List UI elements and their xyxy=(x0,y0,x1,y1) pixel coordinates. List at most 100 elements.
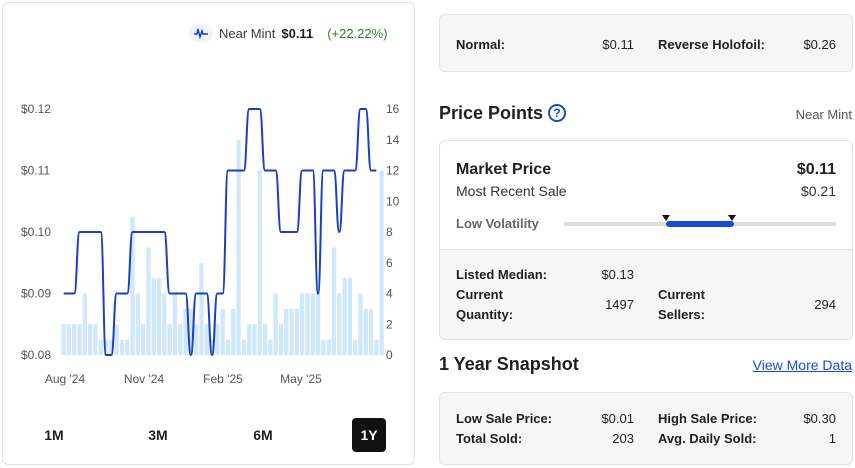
snapshot-title: 1 Year Snapshot xyxy=(439,354,579,374)
volume-bar xyxy=(262,324,268,355)
volume-bar xyxy=(103,339,109,355)
volume-bar xyxy=(321,339,326,355)
volume-bar xyxy=(109,339,114,355)
volume-bar xyxy=(178,324,183,355)
volume-bar xyxy=(315,293,321,355)
low-sale-value: $0.01 xyxy=(601,411,634,426)
volume-bar xyxy=(231,308,236,355)
volume-tick-label: 16 xyxy=(386,102,400,116)
reverse-holofoil-value: $0.26 xyxy=(803,37,836,52)
volume-bar xyxy=(98,339,103,355)
range-6m-button[interactable]: 6M xyxy=(253,427,273,443)
volume-bar xyxy=(300,293,305,355)
recent-sale-label: Most Recent Sale xyxy=(456,183,567,199)
volume-bar xyxy=(294,308,299,355)
volume-bar xyxy=(284,308,289,355)
low-sale-label: Low Sale Price: xyxy=(456,411,553,426)
volatility-label: Low Volatility xyxy=(456,216,539,231)
volume-bar xyxy=(252,324,257,355)
legend-price: $0.11 xyxy=(281,25,314,41)
current-sellers-label-line1: Current xyxy=(658,287,705,302)
divider xyxy=(440,249,852,250)
current-quantity-label-line1: Current xyxy=(456,287,503,302)
price-axis: $0.08 $0.09 $0.10 $0.11 $0.12 xyxy=(21,102,51,362)
legend-condition: Near Mint xyxy=(219,25,276,41)
volume-bar xyxy=(93,324,98,355)
help-icon[interactable]: ? xyxy=(548,104,566,122)
line-chart-icon xyxy=(189,24,213,42)
price-tick-label: $0.12 xyxy=(21,102,51,116)
price-history-chart[interactable]: $0.08$0.09$0.10$0.11$0.12 0246810121416 … xyxy=(3,3,416,413)
market-price-label: Market Price xyxy=(456,161,552,178)
volume-bar xyxy=(167,324,172,355)
price-tick-label: $0.08 xyxy=(21,348,51,362)
volume-axis: 0 2 4 6 8 10 12 14 16 xyxy=(386,102,400,362)
volume-bar xyxy=(363,308,368,355)
range-1y-button[interactable]: 1Y xyxy=(352,418,386,452)
high-sale-value: $0.30 xyxy=(803,411,836,426)
volume-bar xyxy=(114,324,119,355)
date-axis: Aug '24 Nov '24 Feb '25 May '25 xyxy=(45,372,322,386)
volume-tick-label: 2 xyxy=(386,317,393,331)
volume-bar xyxy=(72,324,77,355)
volume-bar xyxy=(194,324,199,355)
current-quantity-value: 1497 xyxy=(605,297,634,312)
avg-daily-sold-value: 1 xyxy=(828,431,836,446)
date-tick-label: Feb '25 xyxy=(203,372,243,386)
listed-median-value: $0.13 xyxy=(601,267,634,282)
volatility-low-marker xyxy=(662,215,670,221)
volume-tick-label: 8 xyxy=(386,225,393,239)
price-points-condition: Near Mint xyxy=(795,107,852,122)
volume-bar xyxy=(183,308,188,355)
avg-daily-sold-label: Avg. Daily Sold: xyxy=(658,431,757,446)
volatility-meter xyxy=(564,215,836,227)
volume-bar xyxy=(347,278,352,355)
market-price-value: $0.11 xyxy=(796,161,836,178)
current-sellers-value: 294 xyxy=(814,297,836,312)
volume-tick-label: 10 xyxy=(386,194,400,208)
volume-bar xyxy=(172,293,178,355)
volume-bar xyxy=(368,308,374,355)
volatility-range xyxy=(666,221,734,227)
volume-bar xyxy=(199,262,204,355)
volume-bar xyxy=(220,308,225,355)
volume-bar xyxy=(268,339,273,355)
volume-tick-label: 4 xyxy=(386,287,393,301)
volume-bar xyxy=(236,139,241,355)
volume-bar xyxy=(119,339,125,355)
chart-legend: Near Mint $0.11 (+22.22%) xyxy=(189,23,388,43)
volume-tick-label: 6 xyxy=(386,256,393,270)
volume-bar xyxy=(61,324,66,355)
volume-tick-label: 0 xyxy=(386,348,393,362)
price-points-title: Price Points xyxy=(439,103,544,123)
normal-value: $0.11 xyxy=(602,37,634,52)
range-3m-button[interactable]: 3M xyxy=(148,427,168,443)
price-line xyxy=(63,108,377,356)
variant-prices-card: Normal: $0.11 Reverse Holofoil: $0.26 xyxy=(439,14,853,72)
volume-bar xyxy=(310,293,315,355)
current-quantity-label-line2: Quantity: xyxy=(456,307,514,322)
volume-bars xyxy=(61,139,384,355)
volume-bar xyxy=(353,339,358,355)
price-points-card: Market Price $0.11 Most Recent Sale $0.2… xyxy=(439,140,853,340)
volume-bar xyxy=(146,247,151,355)
price-tick-label: $0.09 xyxy=(21,287,51,301)
total-sold-value: 203 xyxy=(612,431,634,446)
volume-bar xyxy=(135,293,140,355)
range-1m-button[interactable]: 1M xyxy=(44,427,64,443)
volume-bar xyxy=(278,324,284,355)
high-sale-label: High Sale Price: xyxy=(658,411,757,426)
volatility-high-marker xyxy=(728,215,736,221)
view-more-data-link[interactable]: View More Data xyxy=(752,357,852,373)
volume-bar xyxy=(374,339,379,355)
volume-tick-label: 12 xyxy=(386,164,400,178)
market-price-section xyxy=(440,141,852,249)
volume-bar xyxy=(273,293,278,355)
snapshot-card: Low Sale Price: $0.01 High Sale Price: $… xyxy=(439,392,853,465)
recent-sale-value: $0.21 xyxy=(800,183,836,199)
volume-bar xyxy=(358,293,363,355)
total-sold-label: Total Sold: xyxy=(456,431,523,446)
date-tick-label: Nov '24 xyxy=(124,372,165,386)
volume-bar xyxy=(289,308,294,355)
price-tick-label: $0.11 xyxy=(21,164,50,178)
